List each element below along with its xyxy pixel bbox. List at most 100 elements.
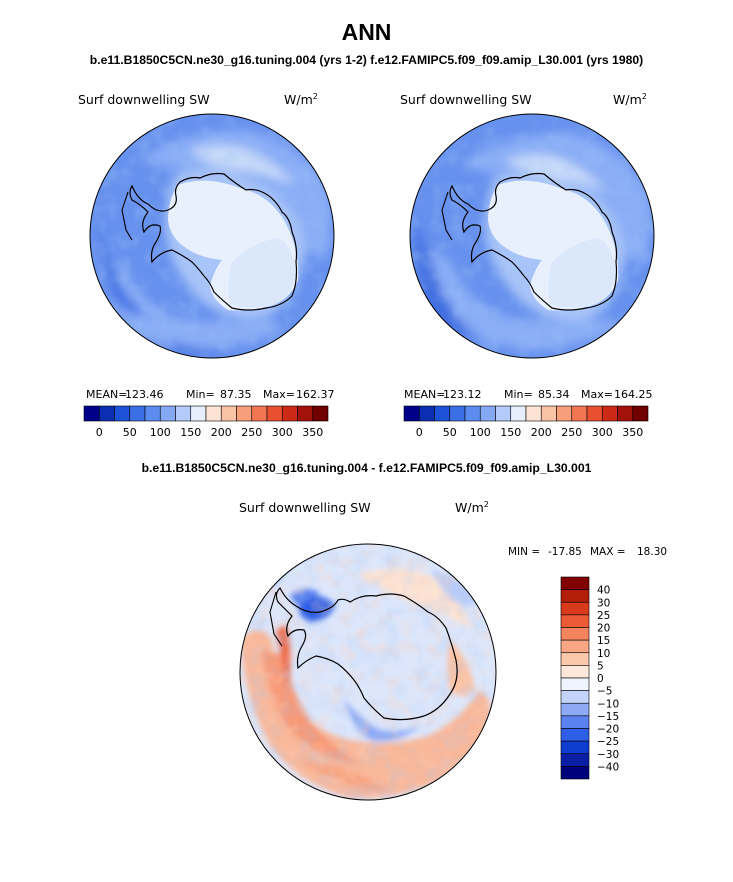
panel-3-colorbar-swatch (560, 753, 590, 767)
panel-2-units: W/m2 (613, 92, 647, 107)
panel-1-colorbar-tick-label: 50 (123, 426, 137, 439)
panel-3-colorbar-swatch (560, 665, 590, 679)
panel-1-colorbar-swatch (159, 405, 176, 422)
panel-2-colorbar-swatch (434, 405, 451, 422)
panel-1-min-value: 87.35 (220, 388, 252, 401)
panel-3-colorbar-swatch (560, 766, 590, 780)
panel-3-colorbar-tick-label: 10 (597, 648, 610, 660)
panel-2-colorbar: 0 50 100 150 200 250 300 350 (403, 405, 649, 439)
panel-3-colorbar-swatch (560, 715, 590, 729)
panel-2-mean-value: 123.12 (443, 388, 482, 401)
panel-3-colorbar-tick-label: 5 (597, 660, 604, 672)
panel-3-title: Surf downwelling SW (239, 500, 371, 515)
panel-2: Surf downwelling SW W/m2 (400, 92, 655, 439)
panel-1-max-value: 162.37 (296, 388, 335, 401)
panel-2-colorbar-swatch (556, 405, 573, 422)
panel-3-colorbar-swatch (560, 576, 590, 590)
panel-2-units-base: W/m (613, 92, 642, 107)
panel-3-colorbar-swatch (560, 690, 590, 704)
panel-3-colorbar-swatch (560, 627, 590, 641)
panel-3-colorbar-tick-label: −25 (597, 736, 619, 748)
panel-2-map-border (409, 113, 655, 359)
panel-2-max-label: Max= (581, 388, 613, 401)
panel-1-colorbar-swatch (236, 405, 253, 422)
panel-2-colorbar-swatch (525, 405, 542, 422)
panel-2-units-sup: 2 (642, 92, 647, 101)
panel-1-stats: MEAN= 123.46 Min= 87.35 Max= 162.37 (86, 388, 335, 401)
panel-3-colorbar-swatch (560, 639, 590, 654)
panel-1-map (90, 114, 334, 358)
panel-1-mean-label: MEAN= (86, 388, 127, 401)
panel-2-colorbar-swatch (601, 405, 618, 422)
panel-3-colorbar-swatch (560, 652, 590, 666)
panel-2-colorbar-tick-label: 50 (443, 426, 457, 439)
panel-2-colorbar-tick-label: 250 (561, 426, 582, 439)
panel-1-colorbar-swatch (114, 405, 131, 422)
panel-1-colorbar-swatch (251, 405, 268, 422)
panel-1-colorbar-swatch (205, 405, 222, 422)
panel-3-colorbar-tick-label: 25 (597, 610, 610, 622)
panel-2-colorbar-swatch (617, 405, 634, 422)
panel-2-colorbar-swatch (495, 405, 512, 422)
panel-3-units: W/m2 (455, 500, 489, 515)
panel-1-colorbar-tick-label: 100 (150, 426, 171, 439)
panel-1-colorbar-swatch (144, 405, 161, 422)
panel-3-colorbar-tick-label: 40 (597, 585, 610, 597)
panel-1-colorbar-swatch (190, 405, 207, 422)
panel-1-colorbar-tick-label: 200 (211, 426, 232, 439)
panel-2-colorbar-swatch (479, 405, 496, 422)
panel-3-colorbar-tick-label: −15 (597, 711, 619, 723)
panel-2-colorbar-tick-label: 300 (592, 426, 613, 439)
panel-1-units: W/m2 (284, 92, 318, 107)
panel-1-colorbar-tick-label: 250 (241, 426, 262, 439)
panel-3-colorbar-tick-label: −10 (597, 698, 619, 710)
panel-2-colorbar-tick-label: 350 (622, 426, 643, 439)
panel-2-min-label: Min= (504, 388, 533, 401)
panel-2-colorbar-swatch (449, 405, 466, 422)
panel-2-colorbar-swatch (464, 405, 481, 422)
panel-1-colorbar-swatch (220, 405, 237, 422)
panel-3-colorbar-swatch (560, 702, 590, 717)
panel-3-map (240, 544, 496, 800)
panel-3-colorbar-tick-label: 0 (597, 673, 604, 685)
panel-1-colorbar-swatch (297, 405, 314, 422)
panel-1-units-sup: 2 (313, 92, 318, 101)
panel-2-title: Surf downwelling SW (400, 92, 532, 107)
panel-1-title: Surf downwelling SW (78, 92, 210, 107)
panel-3-units-base: W/m (455, 500, 484, 515)
panel-3-colorbar-tick-label: −20 (597, 724, 619, 736)
panel-2-mean-label: MEAN= (404, 388, 445, 401)
panel-1-colorbar-tick-label: 300 (272, 426, 293, 439)
panel-3-min-label: MIN = (508, 546, 540, 558)
panel-1-colorbar-tick-label: 350 (302, 426, 323, 439)
panel-2-colorbar-tick-label: 100 (470, 426, 491, 439)
panel-2-colorbar-swatch (418, 405, 435, 422)
panel-3-max-label: MAX = (590, 546, 626, 558)
panel-2-map (410, 114, 654, 358)
panel-3-colorbar-swatch (560, 589, 590, 603)
panel-1-colorbar-swatch (175, 405, 192, 422)
panel-3-colorbar-swatch (560, 740, 590, 755)
panel-2-min-value: 85.34 (538, 388, 570, 401)
panel-3-colorbar-tick-label: −5 (597, 686, 612, 698)
panel-1-min-label: Min= (186, 388, 215, 401)
panel-1-antarctica-coast (129, 172, 298, 311)
panel-3-colorbar-tick-label: 30 (597, 597, 610, 609)
panel-2-colorbar-tick-label: 150 (500, 426, 521, 439)
page-title: ANN (342, 19, 392, 45)
panel-1: Surf downwelling SW W/m2 (78, 92, 335, 439)
panel-1-colorbar-swatch (83, 405, 100, 422)
panel-1-colorbar: 0 50 100 150 200 250 300 350 (83, 405, 329, 439)
panel-2-colorbar-swatch (540, 405, 557, 422)
difference-title: b.e11.B1850C5CN.ne30_g16.tuning.004 - f.… (142, 461, 592, 475)
panel-1-mean-value: 123.46 (125, 388, 164, 401)
panel-2-stats: MEAN= 123.12 Min= 85.34 Max= 164.25 (404, 388, 653, 401)
panel-3-colorbar-swatch (560, 728, 590, 742)
panel-1-colorbar-swatch (312, 405, 329, 422)
panel-2-colorbar-swatch (571, 405, 588, 422)
panel-3: Surf downwelling SW W/m2 MIN = -17.85 MA… (239, 500, 667, 801)
panel-3-colorbar-swatch (560, 614, 590, 628)
panel-2-colorbar-tick-label: 200 (531, 426, 552, 439)
panel-3-colorbar-tick-label: −30 (597, 749, 619, 761)
